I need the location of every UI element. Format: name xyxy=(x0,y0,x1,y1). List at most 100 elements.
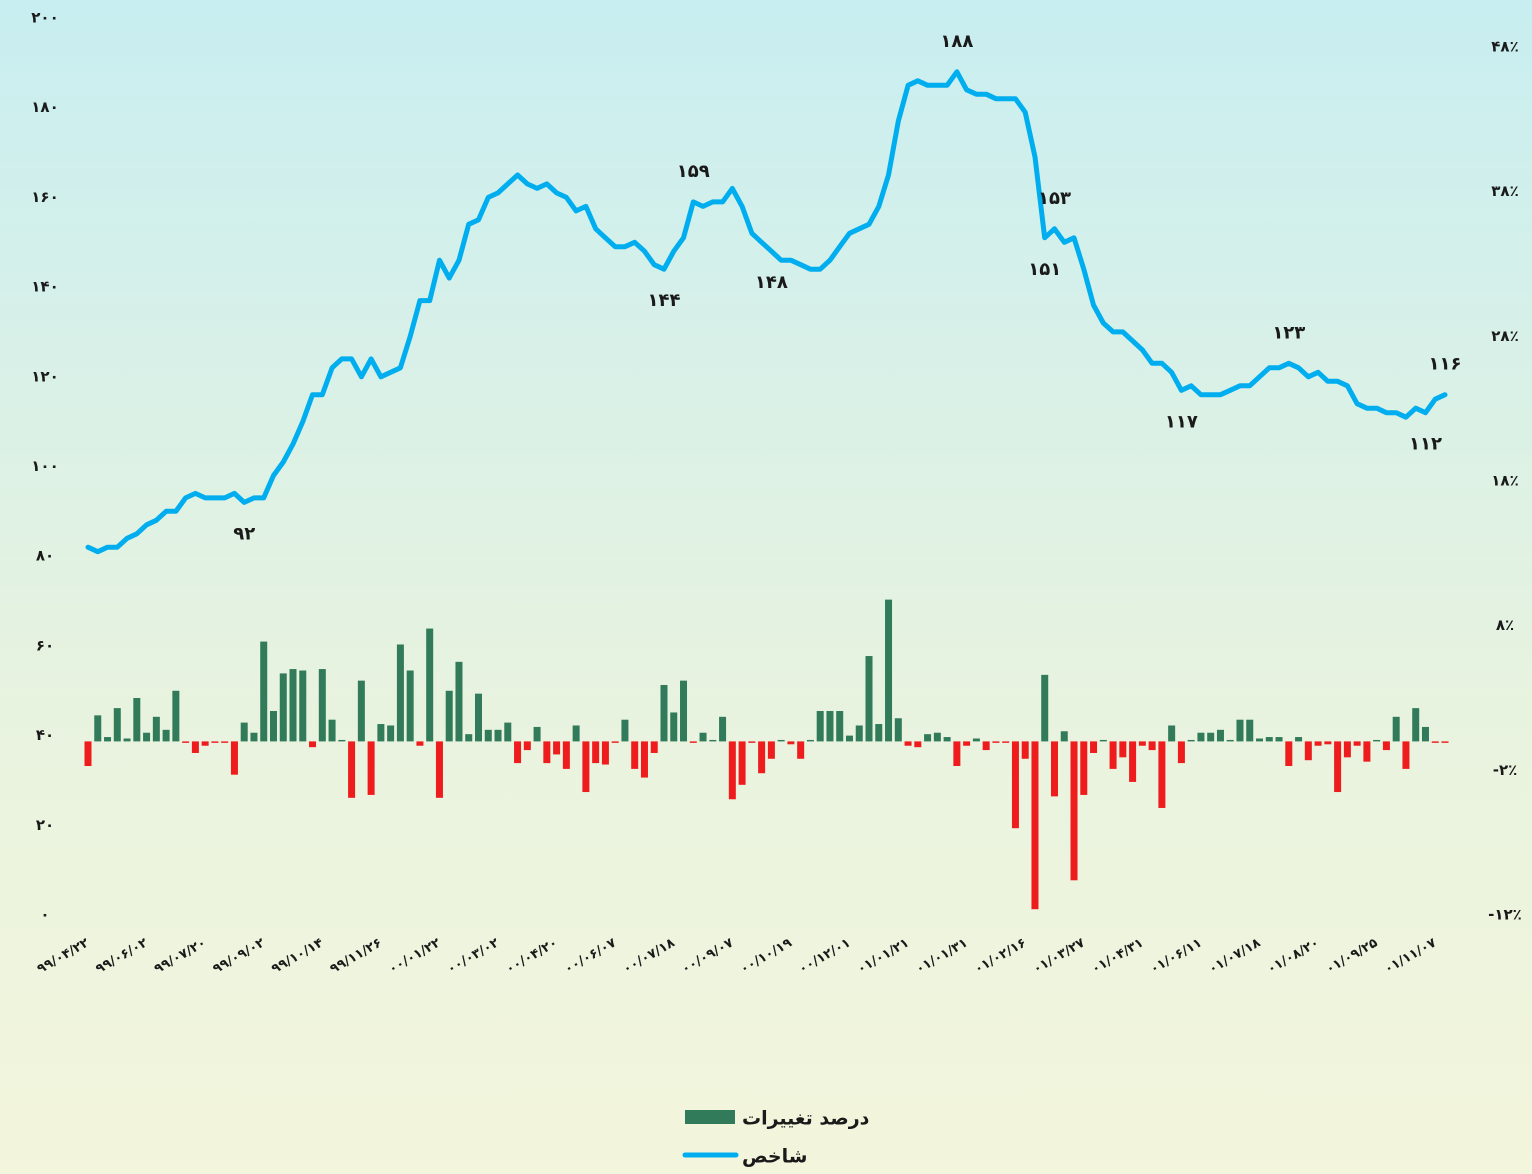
y2-tick-label: ۱۸٪ xyxy=(1491,472,1518,490)
y-tick-label: ۰ xyxy=(40,906,49,924)
bar xyxy=(816,711,824,742)
bar xyxy=(367,741,375,795)
bar xyxy=(1148,741,1156,751)
bar xyxy=(621,719,629,742)
y2-tick-label: -۱۲٪ xyxy=(1488,906,1522,924)
bar xyxy=(1295,737,1303,742)
bar xyxy=(1256,738,1264,742)
y2-tick-label: -۲٪ xyxy=(1493,761,1518,779)
bar xyxy=(738,741,746,785)
bar xyxy=(640,741,648,778)
y-tick-label: ۸۰ xyxy=(36,547,54,565)
bar xyxy=(1314,741,1322,746)
bar xyxy=(1324,741,1332,745)
y2-tick-label: ۲۸٪ xyxy=(1491,327,1518,345)
y-tick-label: ۲۰ xyxy=(36,816,54,834)
data-label: ۱۵۹ xyxy=(677,161,710,182)
bar xyxy=(143,732,151,742)
y-tick-label: ۴۰ xyxy=(36,726,54,744)
data-label: ۱۵۳ xyxy=(1038,188,1071,209)
bar xyxy=(348,741,356,798)
legend-label: شاخص xyxy=(742,1146,807,1168)
bar xyxy=(1343,741,1351,758)
bar xyxy=(1119,741,1127,758)
bar xyxy=(387,725,395,742)
legend-swatch xyxy=(685,1110,735,1124)
bar xyxy=(484,729,492,742)
y2-tick-label: ۸٪ xyxy=(1496,616,1514,634)
bar xyxy=(670,712,678,742)
bar xyxy=(1334,741,1342,793)
bar xyxy=(777,739,785,742)
bar xyxy=(767,741,775,759)
bar xyxy=(152,716,160,742)
y-tick-label: ۱۸۰ xyxy=(31,98,58,116)
bar xyxy=(435,741,443,798)
bar xyxy=(1080,741,1088,795)
bar xyxy=(338,739,346,742)
bar xyxy=(182,741,190,743)
bar xyxy=(465,734,473,742)
bar xyxy=(592,741,600,764)
bar xyxy=(445,690,453,742)
y-tick-label: ۲۰۰ xyxy=(31,9,58,27)
bar xyxy=(1265,737,1273,742)
bar xyxy=(611,741,619,743)
data-label: ۱۴۴ xyxy=(648,290,681,311)
bar xyxy=(1060,731,1068,742)
bar xyxy=(1109,741,1117,769)
bar xyxy=(924,734,932,742)
bar xyxy=(797,741,805,759)
bar xyxy=(84,741,92,766)
bar xyxy=(221,741,229,743)
bar xyxy=(1129,741,1137,782)
bar xyxy=(240,722,248,742)
bar xyxy=(523,741,531,751)
bar xyxy=(1353,741,1361,746)
y2-tick-label: ۳۸٪ xyxy=(1491,182,1518,200)
data-label: ۹۲ xyxy=(233,523,255,544)
bar xyxy=(758,741,766,774)
bar xyxy=(572,725,580,742)
bar xyxy=(943,737,951,742)
bar xyxy=(416,741,424,746)
bar xyxy=(631,741,639,769)
bar xyxy=(1138,741,1146,746)
bar xyxy=(748,741,756,743)
bar xyxy=(728,741,736,800)
bar xyxy=(1363,741,1371,762)
bar xyxy=(1070,741,1078,881)
bar xyxy=(953,741,961,766)
data-label: ۱۱۷ xyxy=(1165,411,1198,432)
bar xyxy=(1177,741,1185,764)
bar xyxy=(972,738,980,742)
bar xyxy=(885,599,893,742)
bar xyxy=(601,741,609,765)
bar xyxy=(1197,732,1205,742)
y-tick-label: ۱۲۰ xyxy=(31,367,58,385)
y-tick-label: ۱۴۰ xyxy=(31,278,58,296)
bar xyxy=(1226,739,1234,742)
bar xyxy=(260,641,268,742)
bar xyxy=(982,741,990,751)
bar xyxy=(787,741,795,745)
bar xyxy=(504,722,512,742)
bar xyxy=(904,741,912,746)
bar xyxy=(1158,741,1166,808)
bar xyxy=(514,741,522,764)
y2-tick-label: ۴۸٪ xyxy=(1491,38,1518,56)
bar xyxy=(104,737,112,742)
bar xyxy=(357,680,365,742)
bar xyxy=(836,711,844,742)
bar xyxy=(230,741,238,775)
bar xyxy=(865,656,873,742)
bar xyxy=(1275,737,1283,742)
bar xyxy=(1373,739,1381,742)
legend-label: درصد تغییرات xyxy=(742,1108,870,1130)
data-label: ۱۴۸ xyxy=(755,272,788,293)
bar xyxy=(191,741,199,753)
bar xyxy=(1441,741,1449,743)
data-label: ۱۱۲ xyxy=(1409,434,1442,455)
bar xyxy=(1041,674,1049,742)
bar xyxy=(309,741,317,748)
